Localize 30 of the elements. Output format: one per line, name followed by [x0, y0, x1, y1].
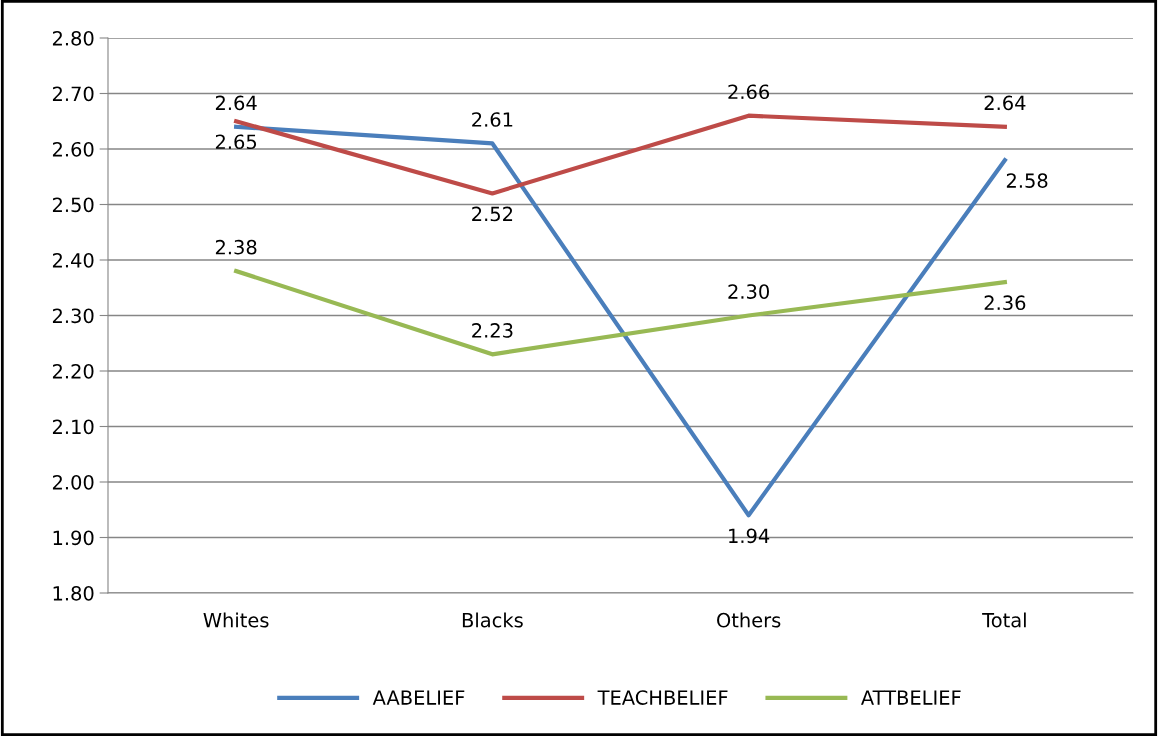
- y-tick-label: 2.20: [52, 363, 94, 379]
- x-tick-label: Blacks: [462, 612, 523, 628]
- legend-label: ATTBELIEF: [861, 690, 961, 705]
- data-label: 2.36: [984, 295, 1026, 311]
- x-tick-label: Total: [982, 612, 1026, 628]
- legend-label: TEACHBELIEF: [597, 690, 728, 705]
- y-tick-label: 2.00: [52, 474, 94, 490]
- data-label: 2.65: [215, 134, 257, 150]
- y-tick-label: 2.70: [52, 86, 94, 102]
- data-label: 2.38: [215, 239, 257, 255]
- y-tick-label: 2.30: [52, 308, 94, 324]
- data-label: 2.64: [984, 95, 1026, 111]
- data-label: 1.94: [729, 528, 770, 544]
- y-tick-label: 2.60: [52, 141, 94, 157]
- x-tick-label: Others: [717, 612, 781, 628]
- data-label: 2.64: [215, 95, 257, 111]
- y-tick-label: 2.80: [52, 30, 94, 46]
- legend-label: AABELIEF: [372, 690, 465, 705]
- y-tick-label: 1.80: [53, 585, 94, 601]
- data-label: 2.58: [1006, 173, 1048, 188]
- data-label: 2.61: [472, 112, 513, 127]
- y-tick-label: 2.40: [52, 252, 94, 268]
- data-label: 2.66: [728, 84, 770, 100]
- y-tick-label: 2.50: [52, 197, 94, 213]
- y-tick-label: 2.10: [52, 419, 94, 435]
- data-label: 2.30: [728, 284, 769, 299]
- data-label: 2.23: [472, 323, 513, 338]
- x-tick-label: Whites: [203, 612, 269, 628]
- data-label: 2.52: [472, 206, 513, 222]
- y-tick-label: 1.90: [53, 530, 94, 546]
